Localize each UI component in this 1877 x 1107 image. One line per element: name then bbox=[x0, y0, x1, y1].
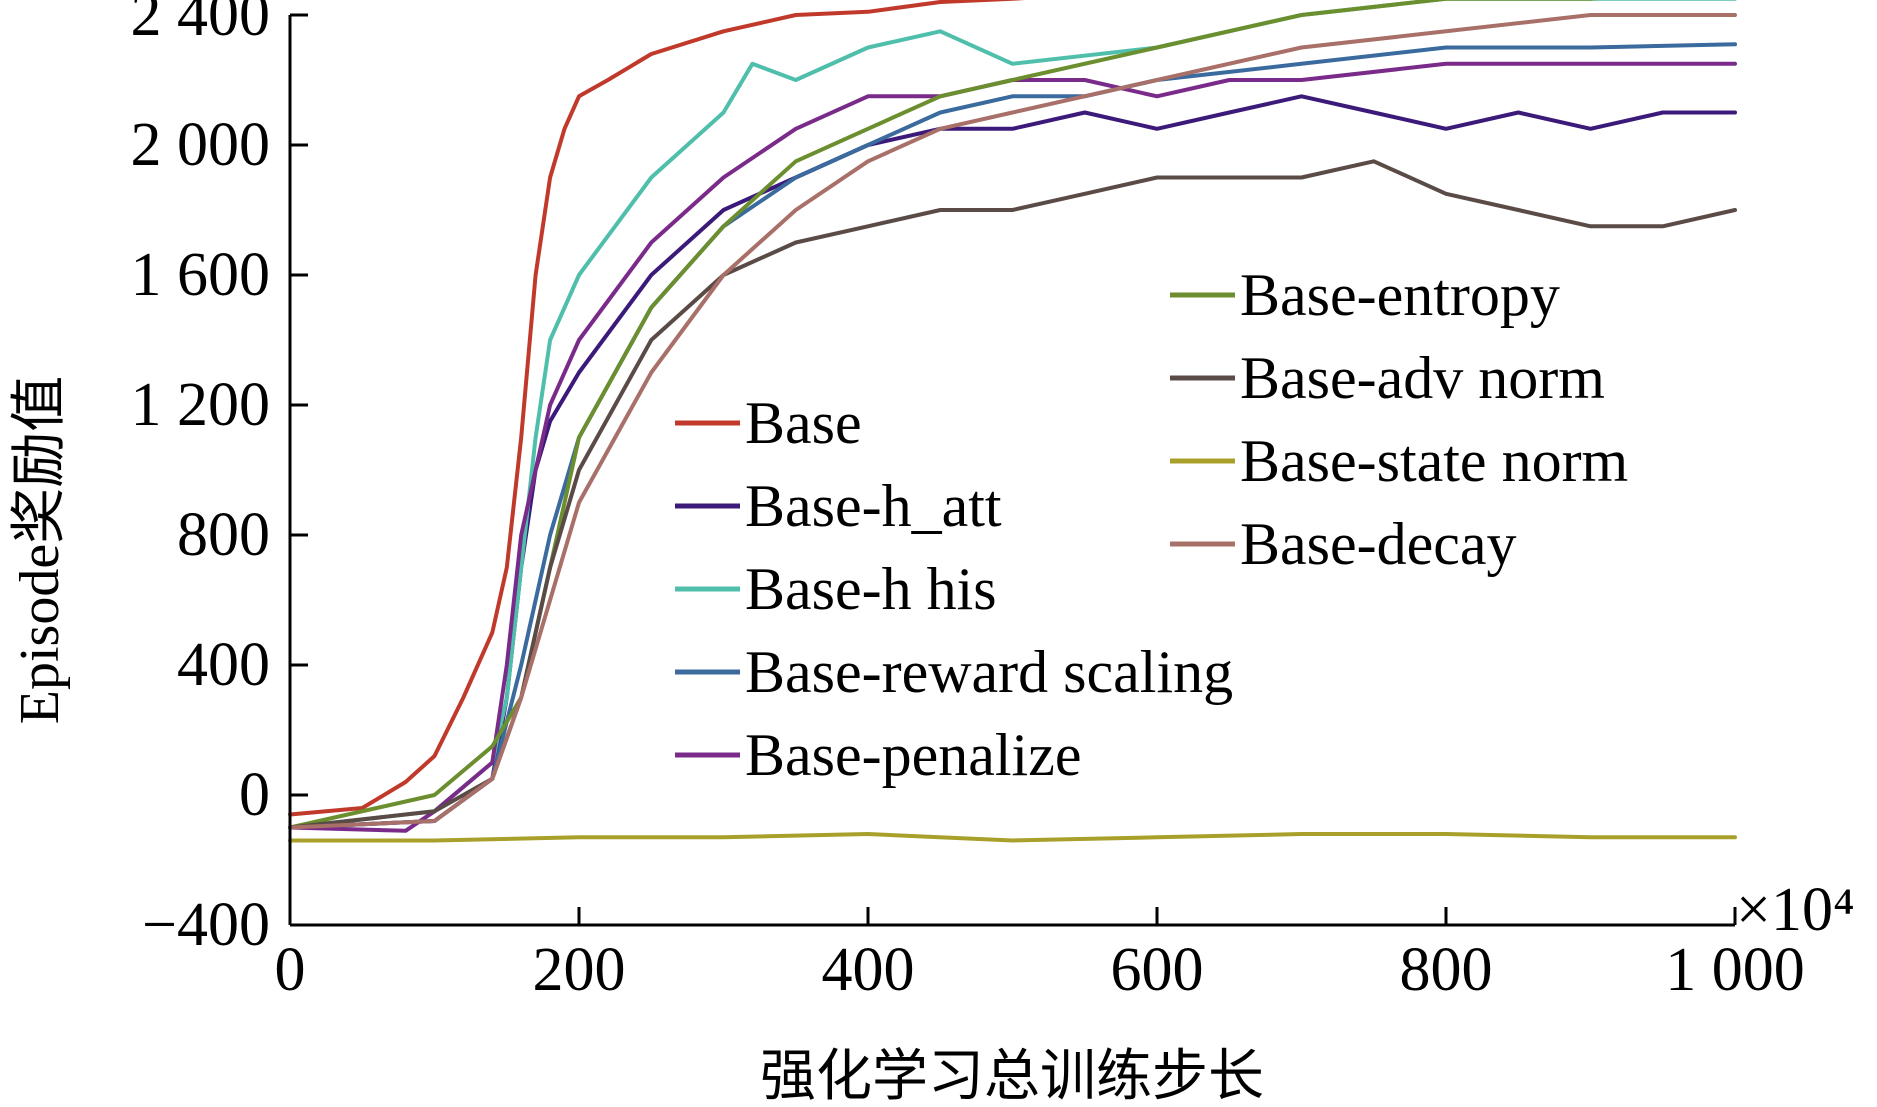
series-line-7 bbox=[288, 832, 1737, 843]
legend-label-8: Base-decay bbox=[1240, 511, 1517, 577]
legend-label-7: Base-state norm bbox=[1240, 428, 1628, 494]
legend-label-2: Base-h his bbox=[745, 556, 997, 622]
legend-label-6: Base-adv norm bbox=[1240, 345, 1605, 411]
legend: Base Base-h_att Base-h his Base-reward scal… bbox=[675, 262, 1628, 788]
x-tick-label-1: 200 bbox=[533, 936, 626, 1004]
legend-label-0: Base bbox=[745, 390, 862, 456]
y-tick-label-6: 2 000 bbox=[131, 111, 271, 179]
x-tick-label-4: 800 bbox=[1400, 936, 1493, 1004]
y-tick-label-2: 400 bbox=[177, 631, 270, 699]
y-tick-label-1: 0 bbox=[239, 761, 270, 829]
series-layer bbox=[288, 0, 1737, 843]
y-tick-label-5: 1 600 bbox=[131, 241, 271, 309]
y-tick-label-0: −400 bbox=[142, 891, 270, 959]
y-axis-label: Episode奖励值 bbox=[9, 376, 71, 724]
legend-label-5: Base-entropy bbox=[1240, 262, 1560, 328]
x-axis-label: 强化学习总训练步长 bbox=[760, 1046, 1264, 1107]
x-tick-label-0: 0 bbox=[275, 936, 306, 1004]
y-tick-label-4: 1 200 bbox=[131, 371, 271, 439]
y-tick-label-7: 2 400 bbox=[131, 0, 271, 49]
series-line-0 bbox=[288, 0, 1025, 817]
series-line-4 bbox=[288, 61, 1737, 833]
x-scale-multiplier: ×10⁴ bbox=[1736, 876, 1855, 944]
series-line-5 bbox=[288, 0, 1598, 830]
series-line-6 bbox=[288, 159, 1737, 830]
x-tick-label-5: 1 000 bbox=[1665, 936, 1805, 1004]
y-tick-label-3: 800 bbox=[177, 501, 270, 569]
series-line-3 bbox=[288, 42, 1737, 830]
x-tick-label-2: 400 bbox=[822, 936, 915, 1004]
legend-label-4: Base-penalize bbox=[745, 722, 1081, 788]
x-tick-label-3: 600 bbox=[1111, 936, 1204, 1004]
legend-label-3: Base-reward scaling bbox=[745, 639, 1233, 705]
series-line-8 bbox=[288, 13, 1737, 830]
legend-label-1: Base-h_att bbox=[745, 473, 1002, 539]
